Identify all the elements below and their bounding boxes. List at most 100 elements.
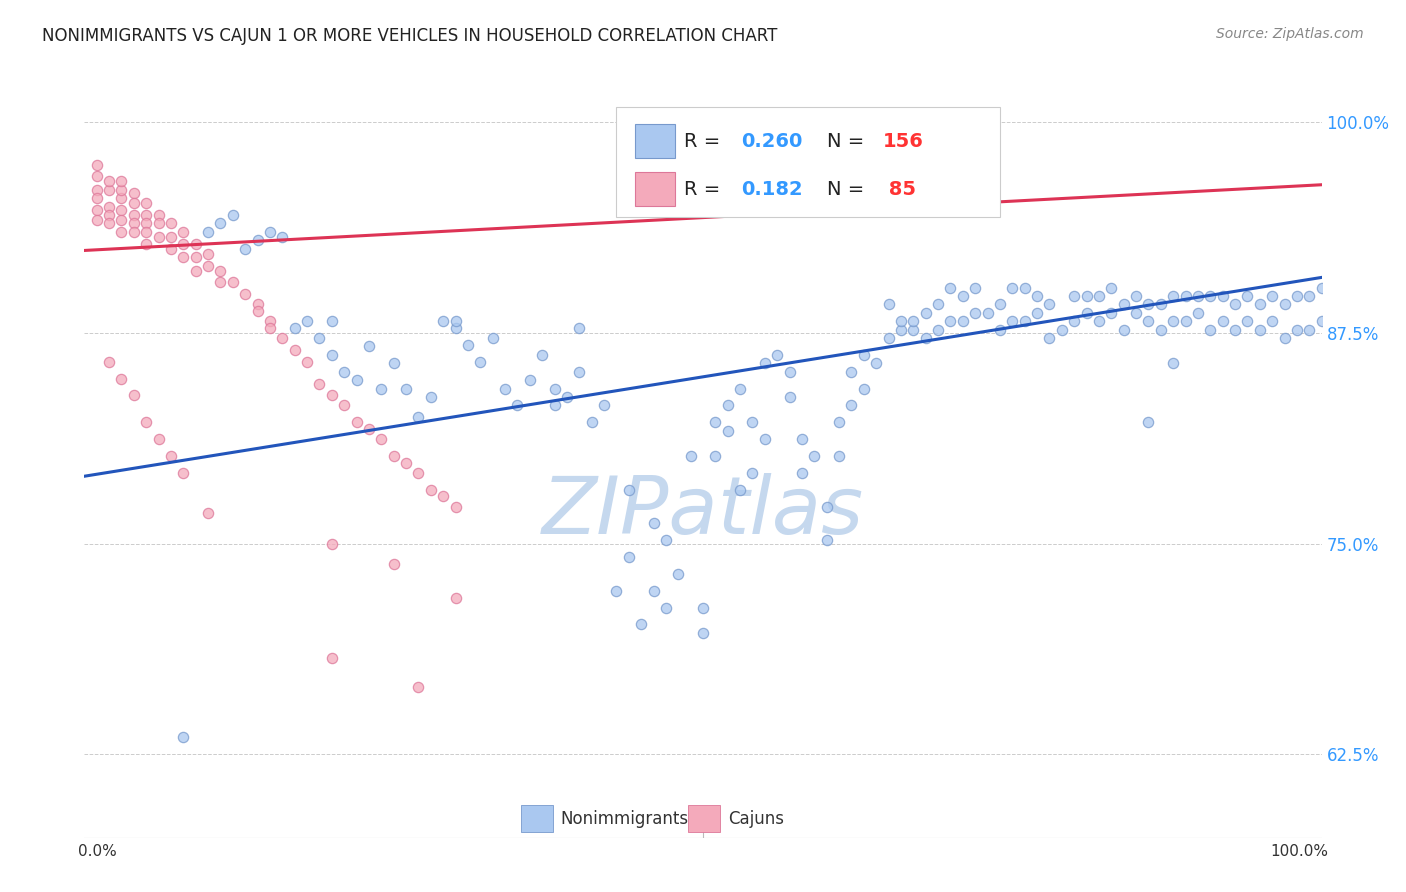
Point [728,483,751,497]
Point [1026,306,1049,320]
Text: 85: 85 [883,180,917,199]
Point [408,466,430,480]
Point [408,680,430,694]
Point [1212,289,1234,303]
Point [1088,314,1111,328]
Point [160,217,183,231]
Point [741,415,763,429]
Point [1261,289,1284,303]
Point [568,321,591,335]
Point [395,456,418,470]
Point [790,432,813,446]
Text: Cajuns: Cajuns [728,810,783,828]
Point [148,432,170,446]
Point [172,225,194,239]
Point [643,583,665,598]
Point [86,191,108,205]
Point [370,382,392,396]
Point [284,321,307,335]
Point [828,449,851,463]
Point [914,306,936,320]
Point [470,354,492,368]
Point [1187,306,1209,320]
Point [419,483,441,497]
Point [172,731,194,745]
Point [1236,289,1258,303]
Point [122,196,145,211]
Point [1161,356,1184,370]
Point [98,217,121,231]
Point [295,354,318,368]
Point [110,371,132,385]
Point [395,382,418,396]
Point [976,306,998,320]
Point [494,382,516,396]
Point [246,233,269,247]
Point [333,365,356,379]
Point [197,247,219,261]
Point [1038,297,1060,311]
Point [581,415,603,429]
Point [444,314,467,328]
Point [308,331,330,345]
Point [86,213,108,227]
Point [110,183,132,197]
Point [568,365,591,379]
Point [1274,297,1296,311]
Text: 156: 156 [883,132,924,151]
Point [382,449,405,463]
Point [617,483,640,497]
Point [246,304,269,318]
Point [98,200,121,214]
Point [741,466,763,480]
Point [655,533,678,548]
Point [815,533,838,548]
FancyBboxPatch shape [688,805,720,832]
Point [877,331,900,345]
Point [172,250,194,264]
Point [209,276,232,290]
Point [135,236,157,251]
Point [927,297,949,311]
Point [271,331,294,345]
Point [679,449,702,463]
Point [122,186,145,201]
Point [1137,415,1160,429]
Point [295,314,318,328]
Point [779,390,801,404]
Point [184,263,207,277]
Text: Source: ZipAtlas.com: Source: ZipAtlas.com [1216,27,1364,41]
Point [197,259,219,273]
Point [233,242,256,256]
FancyBboxPatch shape [636,172,675,206]
Point [148,217,170,231]
Point [86,202,108,217]
Point [382,356,405,370]
Point [1125,289,1147,303]
Point [246,297,269,311]
Point [1212,314,1234,328]
Point [828,415,851,429]
Text: 0.0%: 0.0% [79,844,117,858]
Point [903,314,925,328]
Point [357,339,380,353]
Point [457,338,479,352]
Text: Nonimmigrants: Nonimmigrants [561,810,689,828]
FancyBboxPatch shape [616,107,1000,217]
Point [408,410,430,425]
Point [172,236,194,251]
Point [952,289,974,303]
Point [110,202,132,217]
Point [1063,289,1085,303]
Point [184,236,207,251]
Point [86,157,108,171]
Text: NONIMMIGRANTS VS CAJUN 1 OR MORE VEHICLES IN HOUSEHOLD CORRELATION CHART: NONIMMIGRANTS VS CAJUN 1 OR MORE VEHICLE… [42,27,778,45]
Point [506,399,529,413]
Point [321,651,343,665]
Point [1174,314,1197,328]
Point [692,600,714,615]
Point [1161,314,1184,328]
Point [321,536,343,550]
Point [1099,306,1122,320]
Point [284,343,307,357]
